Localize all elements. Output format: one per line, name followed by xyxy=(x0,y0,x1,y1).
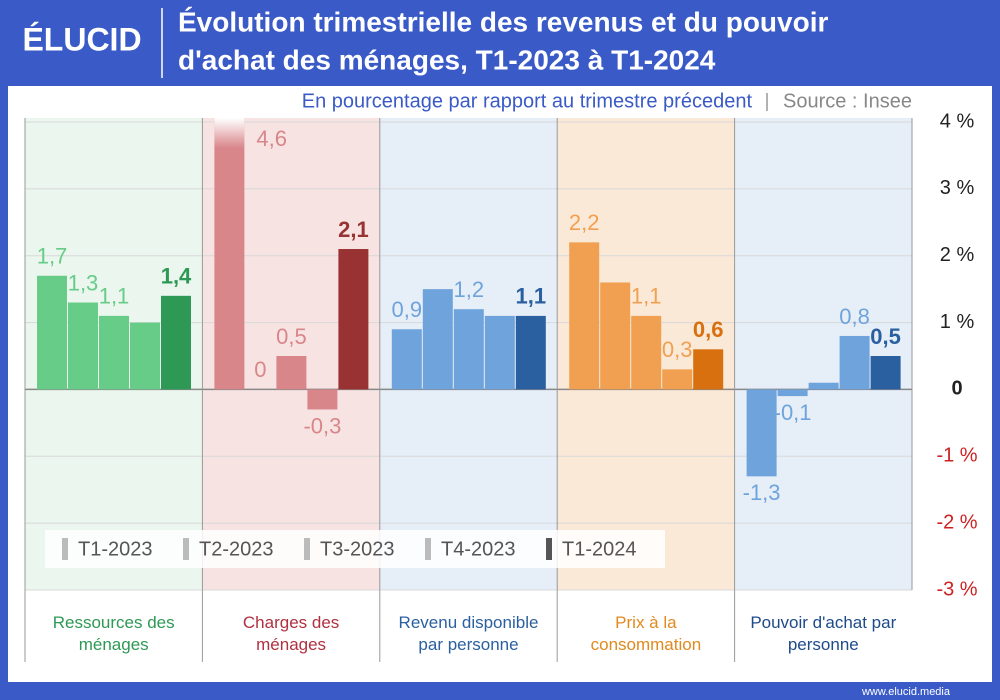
y-tick-label: -1 % xyxy=(936,445,977,467)
y-tick-label: 3 % xyxy=(940,177,975,199)
category-label: Pouvoir d'achat par personne xyxy=(750,613,897,654)
bars xyxy=(37,118,901,477)
bar-fade xyxy=(214,118,245,148)
value-label: 0 xyxy=(254,357,266,382)
y-tick-label: 2 % xyxy=(940,244,975,266)
value-label: 1,1 xyxy=(99,284,130,309)
value-label: 0,5 xyxy=(276,324,307,349)
bar xyxy=(515,315,546,390)
bar xyxy=(99,315,129,390)
bar xyxy=(214,118,245,390)
bar xyxy=(662,369,693,390)
legend-label: T1-2024 xyxy=(562,538,637,560)
brand: ÉLUCID xyxy=(22,21,141,57)
value-label: 2,1 xyxy=(338,217,369,242)
y-tick-label: 1 % xyxy=(940,311,975,333)
bar xyxy=(693,349,724,390)
value-label: 1,2 xyxy=(454,277,485,302)
bar xyxy=(68,302,98,390)
value-label: 1,4 xyxy=(161,264,192,289)
subtitle: En pourcentage par rapport au trimestre … xyxy=(302,90,753,112)
legend-label: T4-2023 xyxy=(441,538,516,560)
legend-label: T2-2023 xyxy=(199,538,274,560)
bar xyxy=(870,356,901,390)
bar xyxy=(37,275,67,390)
value-label: 0,9 xyxy=(392,297,423,322)
bar xyxy=(484,315,515,390)
value-label: 0,8 xyxy=(839,304,870,329)
bar xyxy=(631,315,662,390)
value-label: 0,6 xyxy=(693,317,724,342)
y-tick-label: -3 % xyxy=(936,578,977,600)
chart-title: Évolution trimestrielle des revenus et d… xyxy=(178,6,828,37)
bar xyxy=(161,295,191,390)
legend-label: T1-2023 xyxy=(78,538,153,560)
bar xyxy=(600,282,631,390)
legend-swatch xyxy=(546,538,552,560)
legend-box xyxy=(45,530,665,568)
y-tick-label: -2 % xyxy=(936,511,977,533)
bar xyxy=(422,289,453,390)
value-label: 1,1 xyxy=(631,284,662,309)
chart-title: d'achat des ménages, T1-2023 à T1-2024 xyxy=(178,44,716,75)
y-tick-label: 0 xyxy=(951,378,962,400)
y-tick-label: 4 % xyxy=(940,110,975,132)
legend-swatch xyxy=(425,538,431,560)
footer: www.elucid.media xyxy=(861,686,951,698)
legend-swatch xyxy=(62,538,68,560)
category-label: Ressources des ménages xyxy=(52,613,175,654)
bar xyxy=(569,242,600,390)
bar xyxy=(839,335,870,390)
value-label: 1,3 xyxy=(68,270,99,295)
bar xyxy=(453,309,484,390)
value-label: -1,3 xyxy=(743,480,781,505)
category-label: Prix à la consommation xyxy=(590,613,702,654)
bar xyxy=(130,322,160,390)
bar xyxy=(808,382,839,390)
value-label: 4,6 xyxy=(256,126,287,151)
bar xyxy=(777,389,808,397)
bar xyxy=(276,356,307,390)
bar xyxy=(391,329,422,390)
value-label: 2,2 xyxy=(569,210,600,235)
value-label: -0,3 xyxy=(303,413,341,438)
legend-swatch xyxy=(304,538,310,560)
source: Source : Insee xyxy=(783,90,912,112)
bar xyxy=(307,389,338,410)
category-band xyxy=(734,118,912,590)
bar xyxy=(746,389,777,477)
value-label: 0,3 xyxy=(662,337,693,362)
value-label: -0,1 xyxy=(774,400,812,425)
legend-swatch xyxy=(183,538,189,560)
bar xyxy=(338,249,369,390)
value-label: 0,5 xyxy=(870,324,901,349)
value-label: 1,1 xyxy=(516,284,547,309)
legend-label: T3-2023 xyxy=(320,538,395,560)
category-label: Charges des ménages xyxy=(242,613,340,654)
category-label: Revenu disponible par personne xyxy=(398,613,539,654)
value-label: 1,7 xyxy=(37,244,68,269)
